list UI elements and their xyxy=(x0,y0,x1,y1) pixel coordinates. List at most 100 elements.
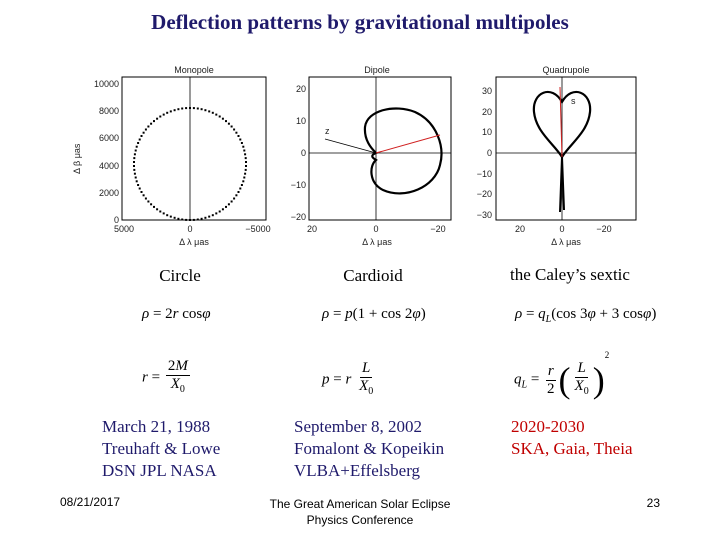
monopole-yticks: 10000 8000 6000 4000 2000 0 xyxy=(94,79,119,225)
monopole-point xyxy=(240,142,243,144)
monopole-point xyxy=(240,184,243,186)
monopole-point xyxy=(137,184,140,186)
ytick: 10 xyxy=(296,116,306,126)
footer-page-number: 23 xyxy=(646,496,660,510)
monopole-point xyxy=(196,107,199,110)
monopole-point xyxy=(142,131,145,134)
xtick: −5000 xyxy=(245,224,270,234)
monopole-point xyxy=(242,180,245,183)
monopole-point xyxy=(233,197,236,200)
quadrupole-plot: Quadrupole 30 20 10 0 −10 −20 −30 20 0 −… xyxy=(468,62,648,252)
ytick: −10 xyxy=(477,169,492,179)
monopole-point xyxy=(162,113,165,116)
monopole-point xyxy=(140,191,143,193)
monopole-point xyxy=(177,217,180,220)
monopole-point xyxy=(215,113,218,116)
ytick: 6000 xyxy=(99,133,119,143)
monopole-point xyxy=(218,115,221,118)
info-line: 2020-2030 xyxy=(511,417,585,436)
monopole-point xyxy=(208,110,211,113)
cardioid-formula: ρ = p(1 + cos 2φ) xyxy=(322,306,426,322)
monopole-point xyxy=(138,138,141,141)
monopole-point xyxy=(244,168,247,171)
xtick: 20 xyxy=(515,224,525,234)
monopole-point xyxy=(138,187,141,190)
dipole-z-label: z xyxy=(325,126,330,136)
dipole-curve xyxy=(363,107,443,195)
monopole-point xyxy=(244,153,247,156)
monopole-point xyxy=(239,187,242,190)
monopole-point xyxy=(221,208,224,211)
monopole-point xyxy=(189,107,191,109)
quadrupole-xlabel: Δ λ μas xyxy=(551,237,581,247)
dipole-title: Dipole xyxy=(364,65,390,75)
monopole-point xyxy=(192,218,195,221)
monopole-point xyxy=(221,117,224,120)
monopole-point xyxy=(196,218,199,221)
circle-info: March 21, 1988 Treuhaft & Lowe DSN JPL N… xyxy=(102,416,220,482)
ytick: 8000 xyxy=(99,106,119,116)
monopole-point xyxy=(144,197,147,200)
quadrupole-title: Quadrupole xyxy=(542,65,589,75)
monopole-point xyxy=(227,203,230,206)
monopole-point xyxy=(230,200,233,203)
monopole-point xyxy=(245,165,247,167)
monopole-point xyxy=(244,172,247,175)
monopole-point xyxy=(181,107,184,110)
ytick: 30 xyxy=(482,86,492,96)
slide-title: Deflection patterns by gravitational mul… xyxy=(151,10,569,34)
cardioid-p-formula: p = r L X0 xyxy=(322,360,374,397)
monopole-point xyxy=(133,172,136,175)
monopole-point xyxy=(133,153,136,156)
monopole-point xyxy=(135,145,138,148)
conference-line2: Physics Conference xyxy=(306,513,414,527)
monopole-point xyxy=(133,168,136,171)
monopole-point xyxy=(150,122,153,125)
quadrupole-curve xyxy=(532,90,592,160)
monopole-point xyxy=(211,214,214,217)
monopole-point xyxy=(215,212,218,215)
dipole-plot: Dipole 20 10 0 −10 −20 20 0 −20 Δ λ μas … xyxy=(285,62,465,252)
monopole-point xyxy=(200,108,203,111)
monopole-point xyxy=(244,157,247,160)
monopole-point xyxy=(230,125,233,128)
monopole-point xyxy=(237,135,240,137)
footer-conference: The Great American Solar Eclipse Physics… xyxy=(240,496,480,528)
monopole-point xyxy=(169,215,172,218)
monopole-point xyxy=(235,194,238,197)
monopole-point xyxy=(133,161,135,163)
xtick: 20 xyxy=(307,224,317,234)
monopole-point xyxy=(156,117,159,120)
ytick: 0 xyxy=(301,148,306,158)
monopole-point xyxy=(144,128,147,131)
monopole-point xyxy=(235,131,238,134)
monopole-point xyxy=(134,176,137,179)
monopole-point xyxy=(173,216,176,219)
monopole-point xyxy=(140,135,143,137)
monopole-point xyxy=(150,203,153,206)
dipole-xlabel: Δ λ μas xyxy=(362,237,392,247)
monopole-point xyxy=(208,215,211,218)
monopole-point xyxy=(133,157,136,160)
monopole-point xyxy=(227,122,230,125)
monopole-point xyxy=(173,109,176,112)
monopole-point xyxy=(243,176,246,179)
monopole-point xyxy=(147,125,150,128)
monopole-point xyxy=(242,145,245,148)
monopole-point xyxy=(156,208,159,211)
monopole-point xyxy=(169,110,172,113)
monopole-point xyxy=(245,161,247,163)
ytick: 4000 xyxy=(99,161,119,171)
monopole-point xyxy=(137,142,140,144)
monopole-point xyxy=(162,212,165,215)
ytick: 2000 xyxy=(99,188,119,198)
xtick: 0 xyxy=(373,224,378,234)
info-line: VLBA+Effelsberg xyxy=(294,461,421,480)
monopole-point xyxy=(192,107,195,110)
info-line: September 8, 2002 xyxy=(294,417,422,436)
ytick: 20 xyxy=(296,84,306,94)
info-line: DSN JPL NASA xyxy=(102,461,217,480)
ytick: 0 xyxy=(114,215,119,225)
monopole-point xyxy=(181,218,184,221)
monopole-point xyxy=(225,205,227,208)
